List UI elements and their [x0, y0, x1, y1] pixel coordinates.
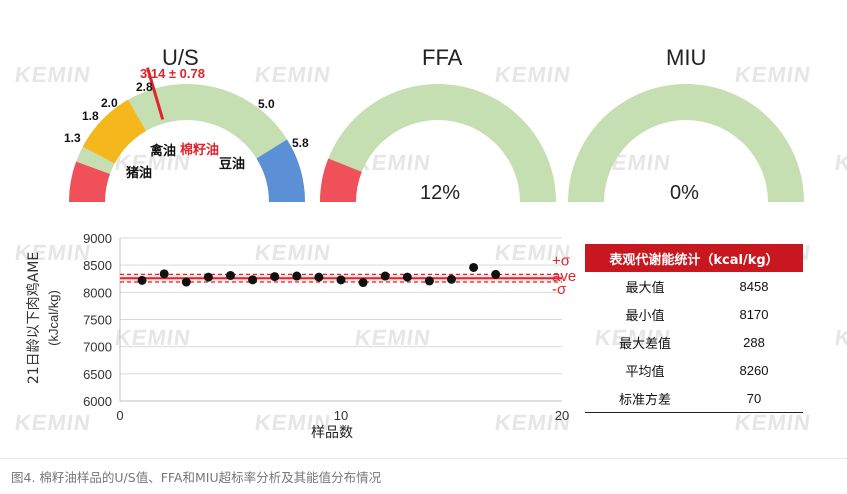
x-tick-label: 10	[334, 408, 348, 423]
miu-gauge-track	[568, 84, 804, 202]
ffa-gauge-track	[320, 84, 556, 202]
data-point	[469, 262, 479, 272]
caption-divider	[0, 458, 847, 459]
miu-value: 0%	[670, 182, 699, 204]
ame-scatter-chart: 6000 6500 7000 7500 8000 8500 9000 0 10 20 +σave-…	[25, 231, 576, 440]
us-scale-label-4: 2.8	[136, 80, 153, 94]
y-tick-label: 6500	[83, 367, 112, 382]
data-point	[402, 272, 412, 282]
stats-value-max: 8458	[739, 278, 769, 294]
us-band-poultry	[82, 99, 146, 164]
data-point	[336, 275, 346, 285]
stats-label-mean: 平均值	[625, 364, 665, 380]
us-scale-label-3: 2.0	[101, 96, 118, 110]
gauges-svg	[69, 67, 804, 202]
gauge-title-miu: MIU	[666, 45, 707, 70]
x-tick-label: 20	[555, 408, 569, 423]
data-points	[137, 262, 501, 288]
ffa-gauge-fill	[320, 158, 362, 202]
stats-label-range: 最大差值	[618, 336, 671, 352]
y-tick-label: 6000	[83, 394, 112, 409]
stats-value-min: 8170	[739, 306, 769, 322]
data-point	[292, 271, 302, 281]
us-band-lard	[69, 161, 110, 202]
data-point	[358, 278, 368, 288]
y-axis-label: 21日龄以下肉鸡AME	[25, 252, 42, 384]
oil-label-soybean: 豆油	[219, 157, 246, 172]
stats-value-range: 288	[743, 334, 765, 350]
y-axis-unit: (kJcal/kg)	[46, 290, 61, 346]
x-axis-label: 样品数	[311, 424, 353, 440]
data-point	[491, 269, 501, 279]
y-tick-label: 9000	[83, 231, 112, 246]
us-scale-label-6: 5.8	[292, 136, 309, 150]
y-tick-label: 7000	[83, 340, 112, 355]
stats-value-mean: 8260	[739, 362, 769, 378]
stats-table-title: 表观代谢能统计（kcal/kg）	[585, 244, 803, 272]
figure-caption: 图4. 棉籽油样品的U/S值、FFA和MIU超标率分析及其能值分布情况	[11, 470, 382, 485]
us-band-soybean	[256, 139, 305, 202]
oil-label-lard: 猪油	[126, 166, 153, 181]
y-tick-label: 8500	[83, 258, 112, 273]
data-point	[159, 269, 169, 279]
y-tick-label: 8000	[83, 285, 112, 300]
data-point	[137, 275, 147, 285]
stats-label-min: 最小值	[625, 308, 665, 324]
data-point	[314, 272, 324, 282]
gauge-title-us: U/S	[162, 45, 199, 70]
us-marker-line	[146, 67, 165, 120]
us-scale-label-1: 1.3	[64, 131, 81, 145]
ame-stats-table: 表观代谢能统计（kcal/kg） 最大值 8458 最小值 8170 最大差值 288…	[585, 244, 803, 413]
us-scale-label-2: 1.8	[82, 109, 99, 123]
y-tick-label: 7500	[83, 313, 112, 328]
data-point	[424, 276, 434, 286]
data-point	[181, 277, 191, 287]
x-tick-label: 0	[116, 408, 123, 423]
data-point	[203, 272, 213, 282]
oil-label-cottonseed: 棉籽油	[180, 143, 220, 158]
reference-label: ave	[552, 268, 576, 285]
data-point	[380, 271, 390, 281]
data-point	[447, 274, 456, 284]
reference-label: +σ	[552, 252, 571, 269]
stats-label-max: 最大值	[625, 280, 665, 296]
reference-label: -σ	[552, 281, 567, 298]
us-marker-value: 3.14 ± 0.78	[140, 66, 205, 81]
chart-grid	[119, 237, 562, 402]
data-point	[226, 270, 235, 280]
us-scale-label-5: 5.0	[258, 97, 275, 111]
data-point	[270, 272, 280, 282]
oil-label-poultry: 禽油	[150, 144, 177, 159]
axis-ticks: 6000 6500 7000 7500 8000 8500 9000 0 10 20	[83, 231, 569, 423]
stats-value-sd: 70	[705, 384, 803, 413]
gauge-title-ffa: FFA	[422, 45, 463, 70]
ffa-value: 12%	[420, 182, 461, 204]
data-point	[248, 275, 258, 285]
stats-label-sd: 标准方差	[585, 384, 705, 413]
